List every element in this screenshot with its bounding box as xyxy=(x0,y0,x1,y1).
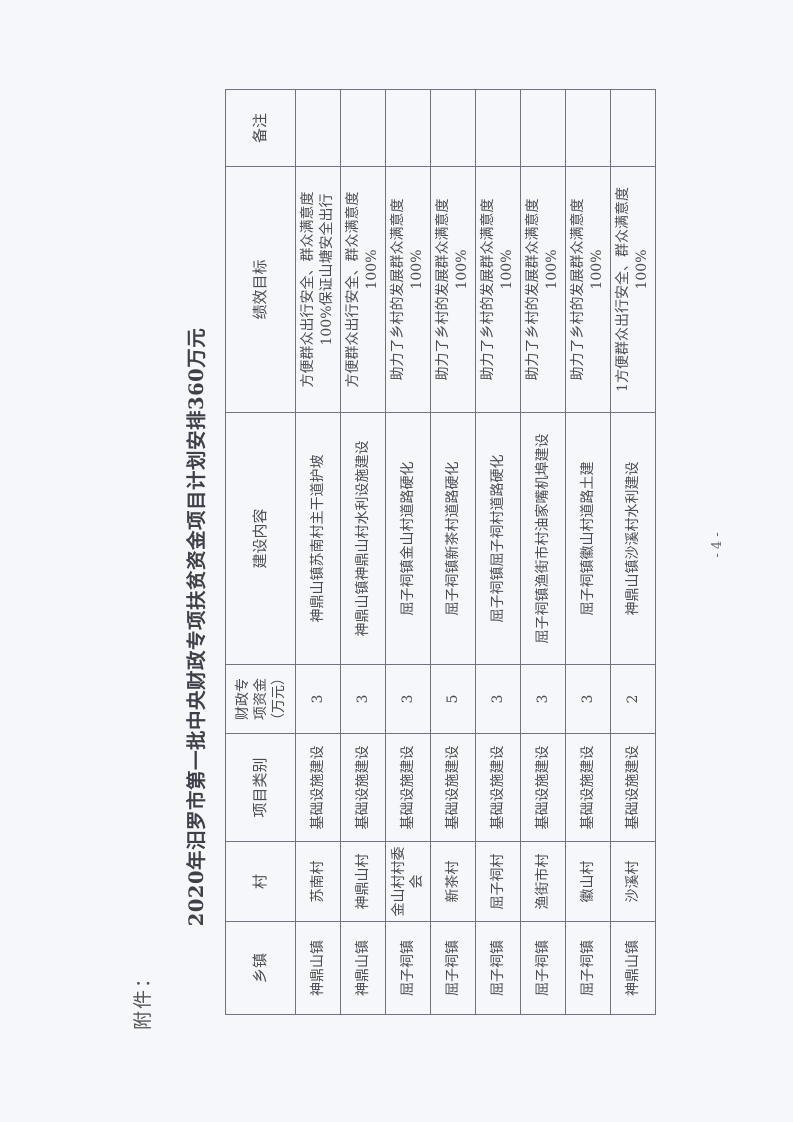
header-fund-line: （万元） xyxy=(270,671,287,727)
goal-line: 助力了乡村的发展群众满意度 xyxy=(390,198,406,381)
fund-cell: 3 xyxy=(520,664,566,734)
header-fund-line: 财政专 xyxy=(234,678,251,720)
fund-cell: 2 xyxy=(610,664,656,734)
goal-line: 100% xyxy=(544,249,560,290)
category-cell: 基础设施建设 xyxy=(385,733,431,842)
village-cell: 渔街市村 xyxy=(520,841,566,922)
header-goal: 绩效目标 xyxy=(225,166,296,413)
goal-cell: 方便群众出行安全、群众满意度 100%保证山塘安全出行 xyxy=(295,166,341,413)
village-cell: 苏南村 xyxy=(295,841,341,922)
goal-line: 方便群众出行安全、群众满意度 xyxy=(345,191,361,388)
note-cell xyxy=(385,89,431,167)
attachment-label: 附件： xyxy=(132,966,154,1030)
goal-line: 助力了乡村的发展群众满意度 xyxy=(525,198,541,381)
note-cell xyxy=(565,89,611,167)
content-cell: 神鼎山镇苏南村主干道护坡 xyxy=(295,412,341,665)
fund-cell: 5 xyxy=(430,664,476,734)
goal-line: 1方便群众出行安全、群众满意度 xyxy=(615,187,631,392)
content-cell: 神鼎山镇沙溪村水利建设 xyxy=(610,412,656,665)
goal-line: 助力了乡村的发展群众满意度 xyxy=(435,198,451,381)
town-cell: 屈子祠镇 xyxy=(520,921,566,1015)
content-cell: 屈子祠镇金山村道路硬化 xyxy=(385,412,431,665)
table-row: 屈子祠镇 金山村村委会 基础设施建设 3 屈子祠镇金山村道路硬化 助力了乡村的发展群众满意… xyxy=(385,89,431,1015)
fund-cell: 3 xyxy=(340,664,386,734)
category-cell: 基础设施建设 xyxy=(565,733,611,842)
town-cell: 神鼎山镇 xyxy=(610,921,656,1015)
table-row: 神鼎山镇 神鼎山村 基础设施建设 3 神鼎山镇神鼎山村水利设施建设 方便群众出行安全、群众… xyxy=(340,89,386,1015)
goal-line: 100% xyxy=(409,249,425,290)
note-cell xyxy=(340,89,386,167)
document-title: 2020年汨罗市第一批中央财政专项扶贫资金项目计划安排360万元 xyxy=(185,327,208,927)
town-cell: 神鼎山镇 xyxy=(295,921,341,1015)
content-cell: 屈子祠镇屈子祠村道路硬化 xyxy=(475,412,521,665)
project-table: 乡镇 村 项目类别 财政专 项资金 （万元） 建设内容 绩效目标 备注 神鼎山镇… xyxy=(225,89,656,1015)
goal-cell: 助力了乡村的发展群众满意度 100% xyxy=(565,166,611,413)
category-cell: 基础设施建设 xyxy=(340,733,386,842)
page-number: - 4 - xyxy=(710,532,725,558)
town-cell: 屈子祠镇 xyxy=(385,921,431,1015)
goal-cell: 1方便群众出行安全、群众满意度 100% xyxy=(610,166,656,413)
goal-line: 100%保证山塘安全出行 xyxy=(319,193,335,346)
header-note: 备注 xyxy=(225,89,296,167)
fund-cell: 3 xyxy=(295,664,341,734)
goal-line: 助力了乡村的发展群众满意度 xyxy=(480,198,496,381)
table-row: 屈子祠镇 徽山村 基础设施建设 3 屈子祠镇徽山村道路土建 助力了乡村的发展群众满意度 10… xyxy=(565,89,611,1015)
village-cell: 屈子祠村 xyxy=(475,841,521,922)
goal-line: 100% xyxy=(364,249,380,290)
village-cell: 沙溪村 xyxy=(610,841,656,922)
goal-cell: 助力了乡村的发展群众满意度 100% xyxy=(520,166,566,413)
fund-cell: 3 xyxy=(475,664,521,734)
goal-line: 100% xyxy=(499,249,515,290)
category-cell: 基础设施建设 xyxy=(520,733,566,842)
village-cell: 神鼎山村 xyxy=(340,841,386,922)
note-cell xyxy=(430,89,476,167)
header-town: 乡镇 xyxy=(225,921,296,1015)
goal-cell: 助力了乡村的发展群众满意度 100% xyxy=(385,166,431,413)
header-content: 建设内容 xyxy=(225,412,296,665)
village-cell: 徽山村 xyxy=(565,841,611,922)
content-cell: 屈子祠镇新茶村道路硬化 xyxy=(430,412,476,665)
header-village: 村 xyxy=(225,841,296,922)
table-row: 屈子祠镇 新茶村 基础设施建设 5 屈子祠镇新茶村道路硬化 助力了乡村的发展群众满意度 10… xyxy=(430,89,476,1015)
town-cell: 屈子祠镇 xyxy=(475,921,521,1015)
fund-cell: 3 xyxy=(565,664,611,734)
table-row: 神鼎山镇 苏南村 基础设施建设 3 神鼎山镇苏南村主干道护坡 方便群众出行安全、群众满意度… xyxy=(295,89,341,1015)
table-row: 神鼎山镇 沙溪村 基础设施建设 2 神鼎山镇沙溪村水利建设 1方便群众出行安全、群众满意度… xyxy=(610,89,656,1015)
header-row: 乡镇 村 项目类别 财政专 项资金 （万元） 建设内容 绩效目标 备注 xyxy=(225,89,296,1015)
note-cell xyxy=(610,89,656,167)
goal-line: 方便群众出行安全、群众满意度 xyxy=(300,191,316,388)
content-cell: 屈子祠镇徽山村道路土建 xyxy=(565,412,611,665)
table-row: 屈子祠镇 渔街市村 基础设施建设 3 屈子祠镇渔街市村油家嘴机埠建设 助力了乡村的发展群众… xyxy=(520,89,566,1015)
content-cell: 神鼎山镇神鼎山村水利设施建设 xyxy=(340,412,386,665)
table-row: 屈子祠镇 屈子祠村 基础设施建设 3 屈子祠镇屈子祠村道路硬化 助力了乡村的发展群众满意度… xyxy=(475,89,521,1015)
note-cell xyxy=(295,89,341,167)
content-cell: 屈子祠镇渔街市村油家嘴机埠建设 xyxy=(520,412,566,665)
goal-cell: 助力了乡村的发展群众满意度 100% xyxy=(475,166,521,413)
header-fund-line: 项资金 xyxy=(252,678,269,720)
goal-line: 助力了乡村的发展群众满意度 xyxy=(570,198,586,381)
village-cell: 新茶村 xyxy=(430,841,476,922)
goal-line: 100% xyxy=(454,249,470,290)
fund-cell: 3 xyxy=(385,664,431,734)
village-cell: 金山村村委会 xyxy=(385,841,431,922)
town-cell: 神鼎山镇 xyxy=(340,921,386,1015)
header-category: 项目类别 xyxy=(225,733,296,842)
category-cell: 基础设施建设 xyxy=(610,733,656,842)
category-cell: 基础设施建设 xyxy=(475,733,521,842)
note-cell xyxy=(520,89,566,167)
note-cell xyxy=(475,89,521,167)
town-cell: 屈子祠镇 xyxy=(565,921,611,1015)
goal-cell: 助力了乡村的发展群众满意度 100% xyxy=(430,166,476,413)
category-cell: 基础设施建设 xyxy=(295,733,341,842)
town-cell: 屈子祠镇 xyxy=(430,921,476,1015)
category-cell: 基础设施建设 xyxy=(430,733,476,842)
goal-line: 100% xyxy=(634,249,650,290)
goal-cell: 方便群众出行安全、群众满意度 100% xyxy=(340,166,386,413)
header-fund: 财政专 项资金 （万元） xyxy=(225,664,296,734)
goal-line: 100% xyxy=(589,249,605,290)
